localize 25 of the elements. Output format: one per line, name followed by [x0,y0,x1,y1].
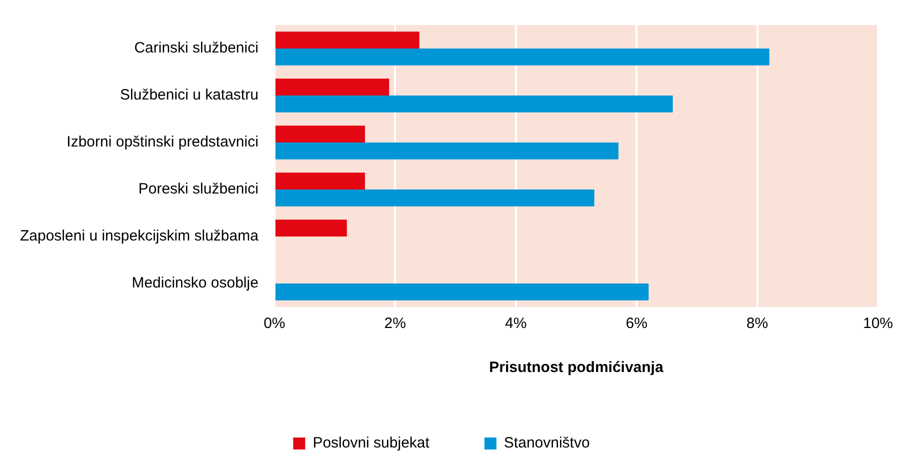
bar [275,78,390,96]
bar [275,48,770,66]
y-tick-label: Medicinsko osoblje [132,274,258,292]
y-tick-label: Zaposleni u inspekcijskim službama [20,228,260,245]
legend-label: Poslovni subjekat [312,434,430,452]
bar [275,284,649,300]
bar [275,96,673,112]
bar [275,220,347,236]
x-tick-label: 4% [505,315,527,332]
bar [275,142,618,160]
x-axis-title: Prisutnost podmićivanja [489,359,664,376]
x-tick-label: 0% [264,315,286,332]
x-tick-label: 6% [626,315,648,332]
x-tick-label: 8% [746,315,768,332]
legend-label: Stanovništvo [504,434,590,452]
bar [275,126,365,142]
y-tick-label: Poreski službenici [138,180,258,198]
y-tick-label: Službenici u katastru [120,86,258,104]
bar [275,190,594,206]
bar [275,32,420,48]
bar [275,172,365,190]
x-tick-label: 2% [384,315,406,332]
y-tick-label: Carinski službenici [134,40,258,57]
x-tick-label: 10% [862,315,894,332]
y-tick-label: Izborni opštinski predstavnici [66,134,258,151]
